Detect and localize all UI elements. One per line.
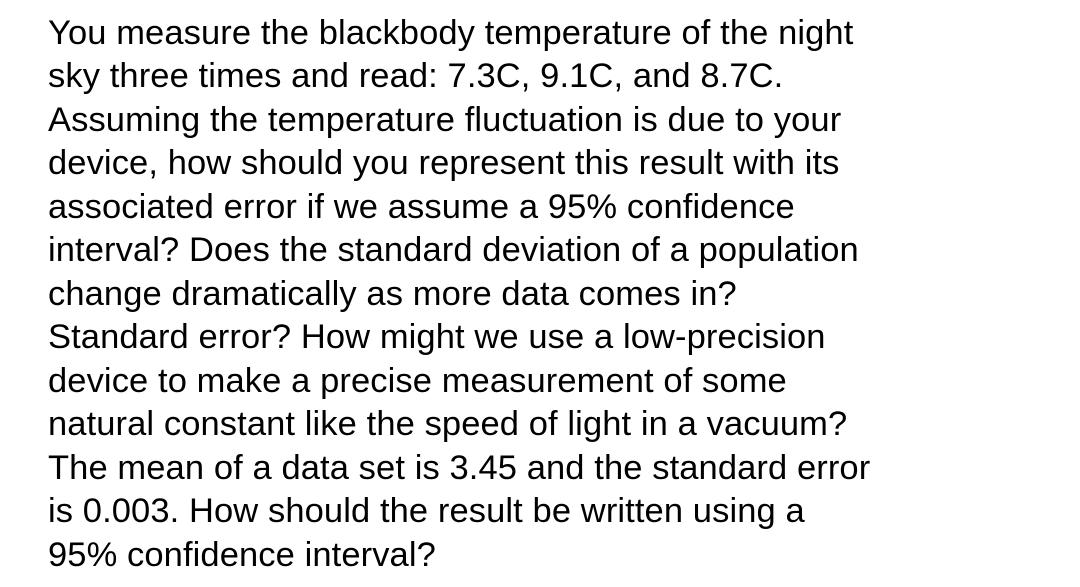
question-text: You measure the blackbody temperature of… <box>48 12 1048 577</box>
